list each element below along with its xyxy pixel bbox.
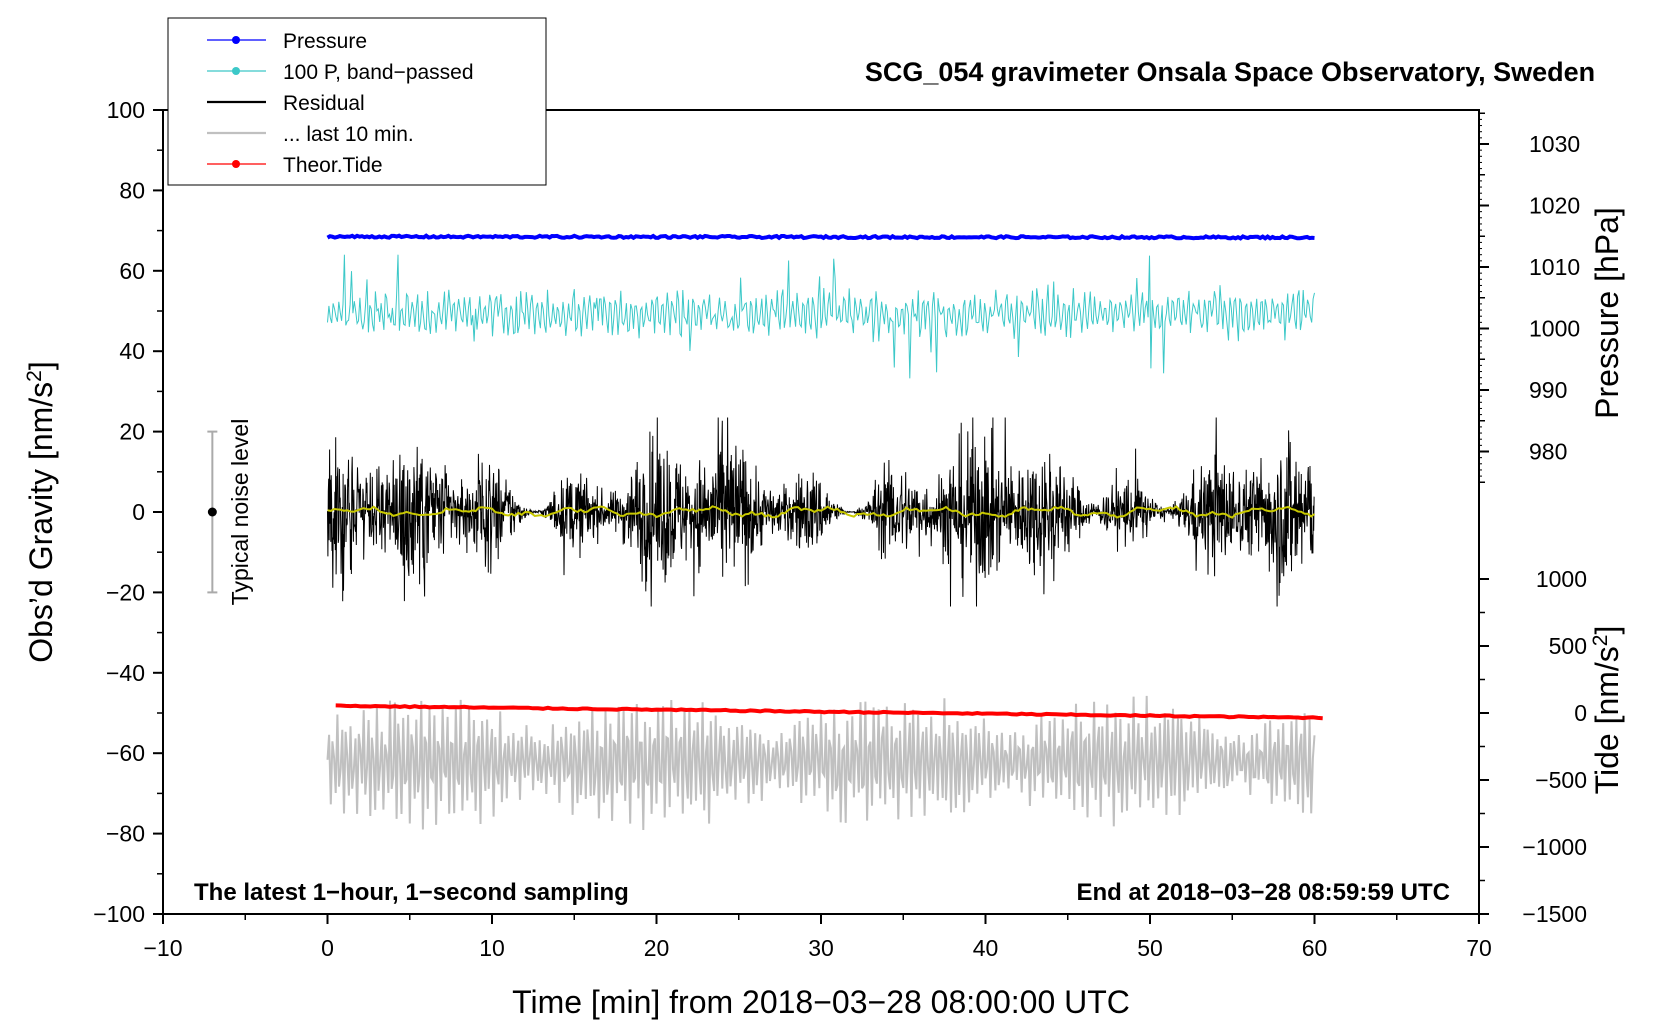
legend-item-pressure: Pressure <box>207 30 367 53</box>
series-residual-line <box>327 417 1315 607</box>
pressure-tick-label: 1030 <box>1529 131 1580 157</box>
pressure-tick-label: 1010 <box>1529 254 1580 280</box>
tide-tick-label: 1000 <box>1536 566 1587 592</box>
noise-level-label: Typical noise level <box>227 419 253 606</box>
legend-label-tide: Theor.Tide <box>283 154 383 177</box>
x-tick-label: 30 <box>808 935 834 961</box>
tide-tick-label: −500 <box>1535 767 1587 793</box>
series-bandpassed-line <box>327 254 1315 379</box>
series-pressure-line <box>326 233 1315 241</box>
legend-item-bandpassed: 100 P, band−passed <box>207 61 474 84</box>
y-axis-title-tide-end: ] <box>1589 626 1625 635</box>
noise-bar-point <box>207 507 217 517</box>
plot-traces <box>326 233 1323 831</box>
legend-item-tide: Theor.Tide <box>207 154 383 177</box>
x-tick-label: 50 <box>1137 935 1163 961</box>
y-tick-label: 40 <box>119 338 145 364</box>
legend-item-residual: Residual <box>207 92 365 115</box>
x-axis-title: Time [min] from 2018−03−28 08:00:00 UTC <box>512 984 1130 1020</box>
y-axis-title-tide: Tide [nm/s2] <box>1589 626 1626 795</box>
legend-item-last10: ... last 10 min. <box>207 123 414 146</box>
annotation-right: End at 2018−03−28 08:59:59 UTC <box>1076 879 1450 906</box>
x-tick-label: 0 <box>321 935 334 961</box>
y-tick-label: 80 <box>119 177 145 203</box>
y-tick-label: 0 <box>132 499 145 525</box>
y-axis-title-gravity-sup: 2 <box>23 370 46 382</box>
pressure-tick-label: 980 <box>1529 439 1567 465</box>
x-tick-label: 40 <box>973 935 999 961</box>
chart-title: SCG_054 gravimeter Onsala Space Observat… <box>865 57 1595 87</box>
pressure-tick-label: 1020 <box>1529 193 1580 219</box>
y-tick-label: 100 <box>107 97 145 123</box>
pressure-tick-label: 990 <box>1529 377 1567 403</box>
y-axis-title-pressure: Pressure [hPa] <box>1589 207 1625 419</box>
annotation-left: The latest 1−hour, 1−second sampling <box>194 879 629 906</box>
tide-tick-label: 0 <box>1574 700 1587 726</box>
legend-label-residual: Residual <box>283 92 365 115</box>
x-tick-label: 70 <box>1466 935 1492 961</box>
x-tick-label: 60 <box>1302 935 1328 961</box>
pressure-tick-label: 1000 <box>1529 316 1580 342</box>
y-tick-label: 60 <box>119 258 145 284</box>
x-tick-label: 20 <box>644 935 670 961</box>
series-tide-line <box>335 703 1323 721</box>
legend-marker-bandpassed <box>232 67 240 75</box>
legend-label-pressure: Pressure <box>283 30 367 53</box>
x-tick-label: −10 <box>143 935 182 961</box>
y-axis-title-gravity: Obs’d Gravity [nm/s2] <box>23 361 60 663</box>
tide-tick-label: 500 <box>1549 633 1587 659</box>
y-axis-title-gravity-main: Obs’d Gravity [nm/s <box>23 382 59 663</box>
y-axis-tide: −1500 −1000 −500 0 500 1000 <box>1479 566 1587 927</box>
x-axis: −10 0 10 20 30 40 50 60 70 <box>143 914 1492 961</box>
tide-tick-label: −1500 <box>1522 901 1587 927</box>
noise-level-indicator <box>207 430 218 594</box>
legend-marker-tide <box>232 160 240 168</box>
series-residual-smoothed-line <box>327 505 1316 519</box>
y-tick-label: 20 <box>119 419 145 445</box>
legend-marker-pressure <box>232 36 240 44</box>
x-tick-label: 10 <box>479 935 505 961</box>
y-axis-title-gravity-end: ] <box>23 361 59 370</box>
y-axis-title-tide-sup: 2 <box>1589 635 1612 647</box>
y-tick-label: −100 <box>93 901 145 927</box>
y-tick-label: −20 <box>106 579 145 605</box>
legend: Pressure 100 P, band−passed Residual ...… <box>167 17 547 186</box>
legend-label-last10: ... last 10 min. <box>283 123 414 146</box>
y-tick-label: −60 <box>106 740 145 766</box>
y-tick-label: −40 <box>106 660 145 686</box>
y-axis-gravity: −100 −80 −60 −40 −20 0 20 40 60 80 100 <box>93 97 163 927</box>
y-tick-label: −80 <box>106 821 145 847</box>
legend-label-bandpassed: 100 P, band−passed <box>283 61 474 84</box>
y-axis-title-tide-main: Tide [nm/s <box>1589 646 1625 794</box>
y-axis-pressure: 980 990 1000 1010 1020 1030 <box>1479 112 1580 483</box>
tide-tick-label: −1000 <box>1522 834 1587 860</box>
